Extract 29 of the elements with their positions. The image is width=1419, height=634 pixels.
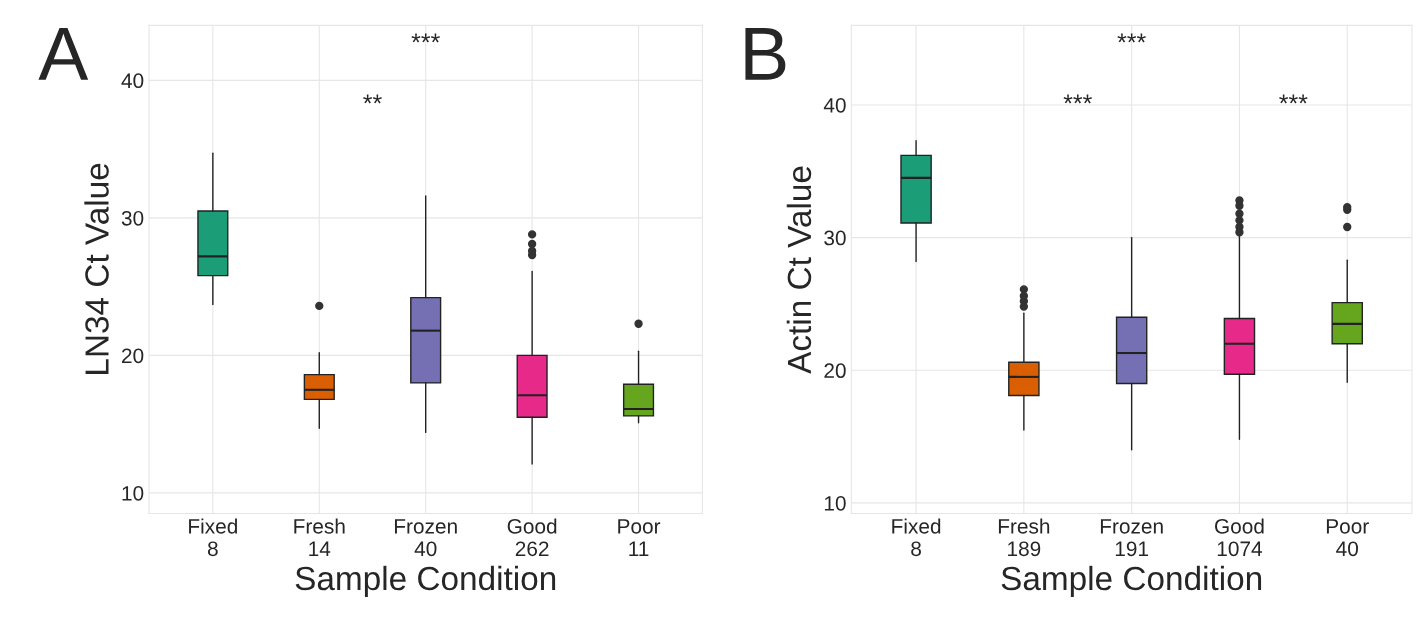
y-tick-label: 30: [121, 210, 144, 226]
chart-title: A: [38, 28, 89, 80]
y-axis-title: Actin Ct Value: [786, 166, 812, 374]
y-tick-label: 10: [122, 485, 144, 501]
x-tick-label: Frozen 191: [1100, 519, 1163, 557]
y-axis-title: LN34 Ct Value: [84, 163, 109, 374]
x-tick-label: Good 1074: [1215, 518, 1264, 557]
x-tick-label: Poor 11: [618, 519, 661, 556]
x-tick-label: Good 262: [507, 518, 557, 557]
annotation: ***: [411, 33, 440, 43]
y-tick-label: 40: [823, 97, 846, 113]
annotation: **: [363, 94, 382, 104]
x-axis-title: Sample Condition: [1001, 565, 1262, 597]
chart-title: B: [745, 28, 786, 80]
x-tick-label: Fixed 8: [189, 518, 237, 557]
x-tick-label: Frozen 40: [394, 519, 457, 557]
annotation: ***: [1117, 33, 1146, 43]
x-tick-label: Fresh 14: [294, 518, 345, 556]
annotation: ***: [1063, 94, 1092, 104]
y-tick-label: 20: [824, 363, 846, 379]
x-axis-title: Sample Condition: [295, 565, 556, 597]
x-tick-label: Fresh 189: [998, 518, 1050, 557]
y-tick-label: 30: [824, 230, 846, 246]
y-tick-label: 40: [121, 73, 144, 89]
x-tick-label: Fixed 8: [892, 518, 941, 557]
annotation: ***: [1279, 94, 1308, 104]
y-tick-label: 20: [122, 348, 144, 364]
y-tick-label: 10: [824, 495, 846, 511]
x-tick-label: Poor 40: [1326, 519, 1369, 557]
